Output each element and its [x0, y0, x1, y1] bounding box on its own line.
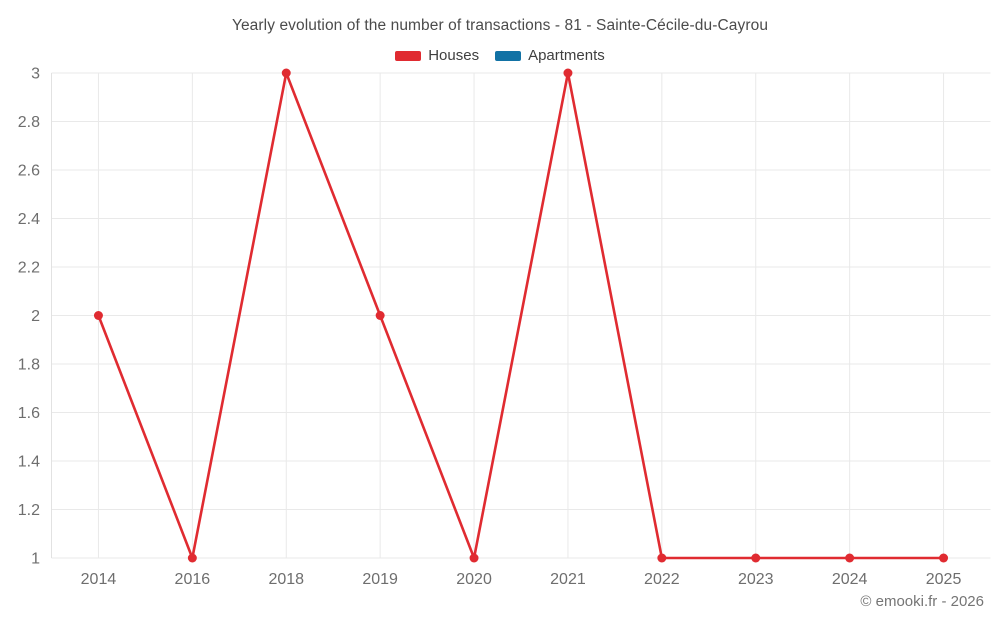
y-tick-label: 2.6: [18, 163, 40, 180]
legend-item-apartments[interactable]: Apartments: [495, 47, 605, 64]
y-tick-label: 1.2: [18, 502, 40, 519]
y-tick-label: 2.4: [18, 211, 40, 228]
y-tick-label: 1.4: [18, 454, 40, 471]
x-tick-label: 2014: [81, 571, 117, 588]
y-tick-label: 1.8: [18, 357, 40, 374]
y-tick-label: 2.2: [18, 260, 40, 277]
legend-item-houses[interactable]: Houses: [395, 47, 479, 64]
apartments-legend-swatch-icon: [495, 50, 522, 61]
x-tick-label: 2025: [926, 571, 962, 588]
y-tick-label: 2.8: [18, 114, 40, 131]
x-tick-label: 2019: [362, 571, 398, 588]
houses-line: [97, 71, 945, 560]
y-tick-label: 1: [31, 551, 40, 568]
x-tick-label: 2021: [550, 571, 586, 588]
houses-data-point[interactable]: [281, 68, 291, 78]
houses-legend-swatch-icon: [395, 50, 422, 61]
legend-label-apartments: Apartments: [528, 47, 605, 64]
chart-title: Yearly evolution of the number of transa…: [231, 17, 769, 34]
houses-data-point[interactable]: [657, 553, 667, 563]
houses-data-point[interactable]: [469, 553, 479, 563]
x-tick-label: 2018: [268, 571, 304, 588]
x-tick-label: 2023: [738, 571, 774, 588]
houses-data-point[interactable]: [93, 311, 103, 320]
legend-label-houses: Houses: [428, 47, 480, 64]
houses-data-point[interactable]: [939, 553, 949, 563]
x-tick-label: 2024: [832, 571, 868, 588]
houses-data-point[interactable]: [751, 553, 761, 563]
copyright-text: © emooki.fr - 2026: [860, 593, 984, 610]
houses-data-point[interactable]: [845, 553, 855, 563]
houses-data-point[interactable]: [375, 311, 385, 320]
x-tick-label: 2016: [175, 571, 211, 588]
houses-data-point[interactable]: [187, 553, 197, 563]
houses-data-point[interactable]: [563, 68, 573, 78]
x-tick-label: 2022: [644, 571, 680, 588]
chart-legend: Houses Apartments: [0, 47, 1000, 64]
y-tick-label: 3: [31, 66, 40, 83]
x-tick-label: 2020: [456, 571, 492, 588]
y-tick-label: 1.6: [18, 405, 40, 422]
y-tick-label: 2: [31, 308, 40, 325]
